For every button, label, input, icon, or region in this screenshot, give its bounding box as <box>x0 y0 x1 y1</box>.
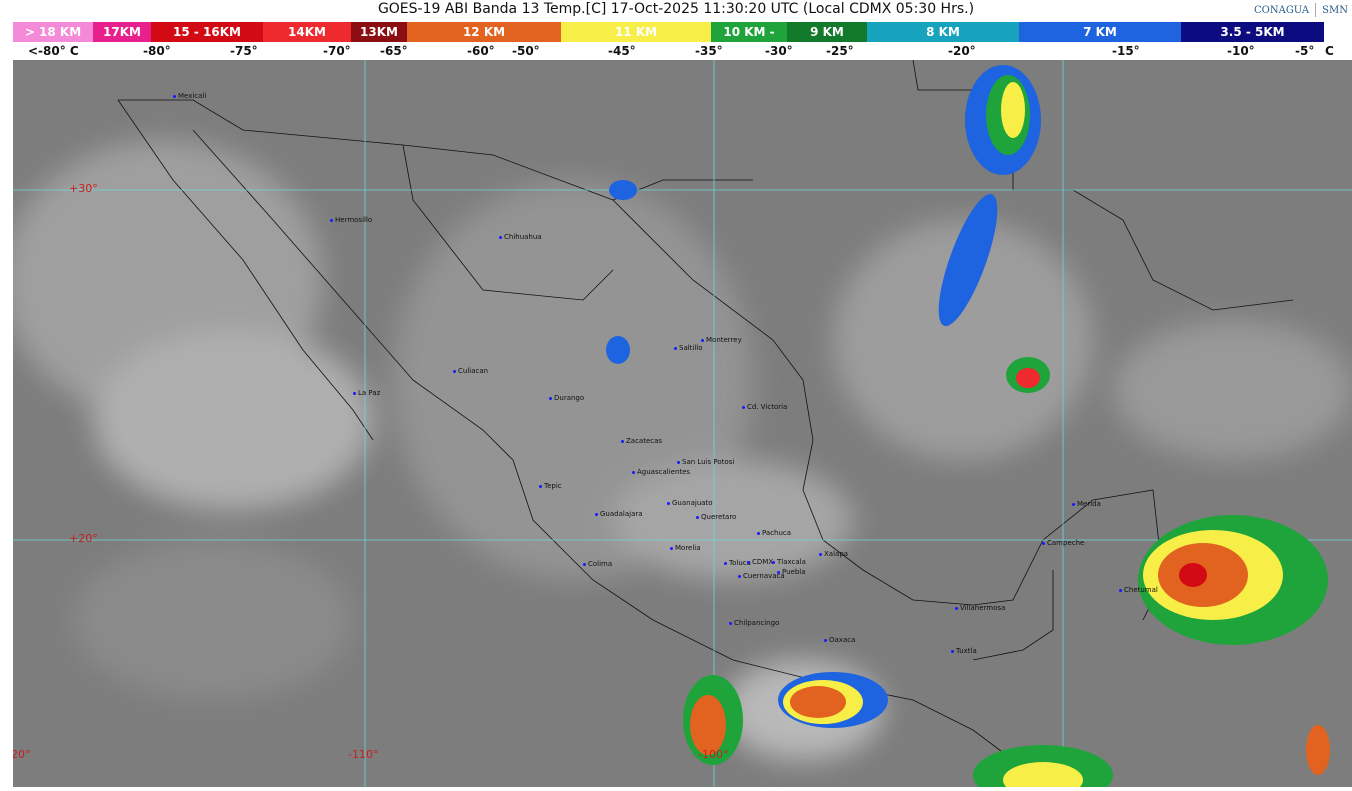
city-label: Tlaxcala <box>772 558 806 566</box>
city-label: Cd. Victoria <box>742 403 787 411</box>
city-label: Hermosillo <box>330 216 372 224</box>
legend-swatch: 9 KM <box>787 22 867 42</box>
city-label: San Luis Potosi <box>677 458 734 466</box>
cloud-tops <box>606 65 1330 787</box>
city-label: Colima <box>583 560 612 568</box>
city-label: Oaxaca <box>824 636 855 644</box>
temperature-label: -20° <box>948 44 976 58</box>
legend-swatch: 8 KM <box>867 22 1019 42</box>
city-label: Merida <box>1072 500 1101 508</box>
temperature-scale: <-80° C -80° -75° -70° -65° -60° -50° -45° -35° -… <box>0 44 1352 60</box>
city-label: Chilpancingo <box>729 619 779 627</box>
city-label: Monterrey <box>701 336 742 344</box>
city-label: Morelia <box>670 544 701 552</box>
city-label: Tuxtla <box>951 647 977 655</box>
city-label: Toluca <box>724 559 751 567</box>
city-label: Guanajuato <box>667 499 713 507</box>
legend-swatch: 10 KM - <box>711 22 787 42</box>
city-label: Chihuahua <box>499 233 542 241</box>
smn-logo: SMN <box>1322 4 1348 16</box>
temperature-label: -65° <box>380 44 408 58</box>
city-label: La Paz <box>353 389 380 397</box>
temperature-label: -60° <box>467 44 495 58</box>
coordinate-label: -100° <box>698 748 729 761</box>
temperature-label: -70° <box>323 44 351 58</box>
coordinate-label: +20° <box>69 532 98 545</box>
city-label: Puebla <box>777 568 806 576</box>
city-label: Aguascalientes <box>632 468 690 476</box>
coordinate-label: +30° <box>69 182 98 195</box>
temperature-label: -80° <box>143 44 171 58</box>
city-label: Tepic <box>539 482 562 490</box>
satellite-map: Mexicali Hermosillo Chihuahua Monterrey Salt… <box>13 60 1352 787</box>
city-label: Campeche <box>1042 539 1084 547</box>
city-label: Zacatecas <box>621 437 662 445</box>
city-label: Culiacan <box>453 367 488 375</box>
logos: CONAGUA SMN <box>1254 3 1348 17</box>
legend-swatch: > 18 KM <box>13 22 93 42</box>
coordinate-label: -120° <box>13 748 31 761</box>
map-overlay <box>13 60 1352 787</box>
legend-swatch: 7 KM <box>1019 22 1181 42</box>
temperature-label: -5° <box>1295 44 1315 58</box>
city-label: Chetumal <box>1119 586 1158 594</box>
city-label: Cuernavaca <box>738 572 785 580</box>
city-label: Pachuca <box>757 529 791 537</box>
temperature-label: -30° <box>765 44 793 58</box>
city-label: Queretaro <box>696 513 736 521</box>
legend-swatch: 14KM <box>263 22 351 42</box>
city-label: Saltillo <box>674 344 703 352</box>
coordinate-label: -110° <box>348 748 379 761</box>
temperature-label: <-80° C <box>28 44 79 58</box>
legend-swatch: 15 - 16KM <box>151 22 263 42</box>
legend-swatch: 13KM <box>351 22 407 42</box>
temperature-label: -25° <box>826 44 854 58</box>
temperature-label: -50° <box>512 44 540 58</box>
legend-swatch: 3.5 - 5KM <box>1181 22 1324 42</box>
image-title: GOES-19 ABI Banda 13 Temp.[C] 17-Oct-202… <box>377 1 975 17</box>
temperature-label: -45° <box>608 44 636 58</box>
temperature-label: -10° <box>1227 44 1255 58</box>
city-label: Xalapa <box>819 550 848 558</box>
city-label: Durango <box>549 394 584 402</box>
legend-swatch: 11 KM <box>561 22 711 42</box>
temperature-label: -35° <box>695 44 723 58</box>
conagua-logo: CONAGUA <box>1254 4 1310 16</box>
temperature-label: -75° <box>230 44 258 58</box>
legend-swatch: 12 KM <box>407 22 561 42</box>
temperature-label: C <box>1325 44 1334 58</box>
temperature-label: -15° <box>1112 44 1140 58</box>
city-label: Mexicali <box>173 92 206 100</box>
city-label: Guadalajara <box>595 510 643 518</box>
legend-swatch: 17KM <box>93 22 151 42</box>
city-label: CDMX <box>747 558 773 566</box>
city-label: Villahermosa <box>955 604 1005 612</box>
color-legend: > 18 KM 17KM 15 - 16KM 14KM 13KM 12 KM 11 KM 10… <box>13 22 1352 42</box>
divider <box>1315 3 1317 17</box>
